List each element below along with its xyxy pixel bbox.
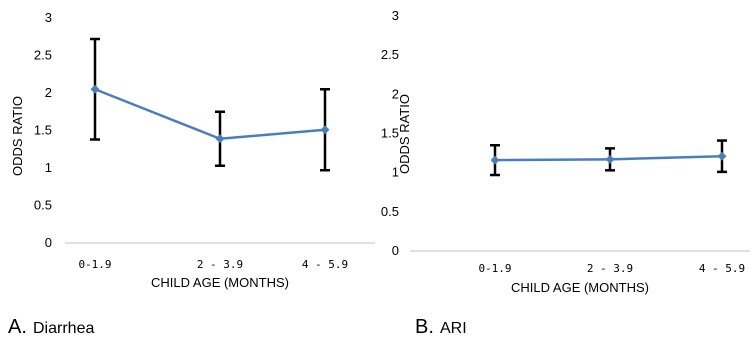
chart-b: 0 0.5 1 1.5 2 2.5 3 0-1.9 2 - 3.9 4 - 5.9 CHILD … — [381, 8, 750, 338]
chart-b-x-ticks: 0-1.9 2 - 3.9 4 - 5.9 — [478, 262, 745, 275]
chart-a-point — [215, 134, 225, 144]
chart-b-y-tick: 2 — [392, 86, 399, 101]
chart-a-y-tick: 2.5 — [34, 48, 52, 63]
chart-b-x-tick: 4 - 5.9 — [699, 262, 745, 275]
chart-a-caption-letter: A. — [8, 316, 27, 338]
chart-a-caption-name: Diarrhea — [33, 320, 94, 337]
chart-a-marks — [90, 37, 330, 172]
chart-a-x-tick: 4 - 5.9 — [302, 258, 348, 271]
chart-a-point — [90, 84, 100, 94]
chart-a-y-tick: 3 — [45, 10, 52, 25]
chart-a-y-tick: 1.5 — [34, 123, 52, 138]
chart-b-x-tick: 0-1.9 — [478, 262, 511, 275]
chart-b-y-tick: 1 — [392, 165, 399, 180]
chart-a-x-ticks: 0-1.9 2 - 3.9 4 - 5.9 — [78, 258, 348, 271]
chart-b-ylabel: ODDS RATIO — [397, 94, 412, 174]
chart-a-ylabel: ODDS RATIO — [10, 96, 25, 176]
chart-b-point — [490, 155, 500, 165]
chart-a-x-tick: 0-1.9 — [78, 258, 111, 271]
chart-b-y-tick: 1.5 — [381, 126, 399, 141]
chart-b-x-tick: 2 - 3.9 — [587, 262, 633, 275]
chart-a-xlabel: CHILD AGE (MONTHS) — [151, 275, 289, 290]
chart-a-y-ticks: 0 0.5 1 1.5 2 2.5 3 — [34, 10, 52, 250]
chart-a-series-line — [94, 88, 326, 141]
chart-b-point — [605, 154, 615, 164]
chart-a-y-tick: 2 — [45, 85, 52, 100]
chart-a-y-tick: 0.5 — [34, 198, 52, 213]
chart-b-caption-letter: B. — [415, 316, 434, 338]
chart-a-y-tick: 0 — [45, 235, 52, 250]
chart-b-caption-name: ARI — [440, 320, 467, 337]
chart-b-y-tick: 3 — [392, 8, 399, 23]
chart-a-y-tick: 1 — [45, 160, 52, 175]
chart-b-y-ticks: 0 0.5 1 1.5 2 2.5 3 — [381, 8, 399, 258]
chart-a: 0 0.5 1 1.5 2 2.5 3 0-1.9 2 - 3.9 4 - 5.9 CHILD … — [8, 10, 375, 338]
chart-a-point — [320, 125, 330, 135]
chart-b-point — [717, 151, 727, 161]
chart-a-x-tick: 2 - 3.9 — [197, 258, 243, 271]
chart-b-y-tick: 0.5 — [381, 204, 399, 219]
chart-b-marks — [490, 139, 727, 177]
chart-b-y-tick: 2.5 — [381, 47, 399, 62]
chart-b-y-tick: 0 — [392, 243, 399, 258]
chart-b-xlabel: CHILD AGE (MONTHS) — [511, 280, 649, 295]
